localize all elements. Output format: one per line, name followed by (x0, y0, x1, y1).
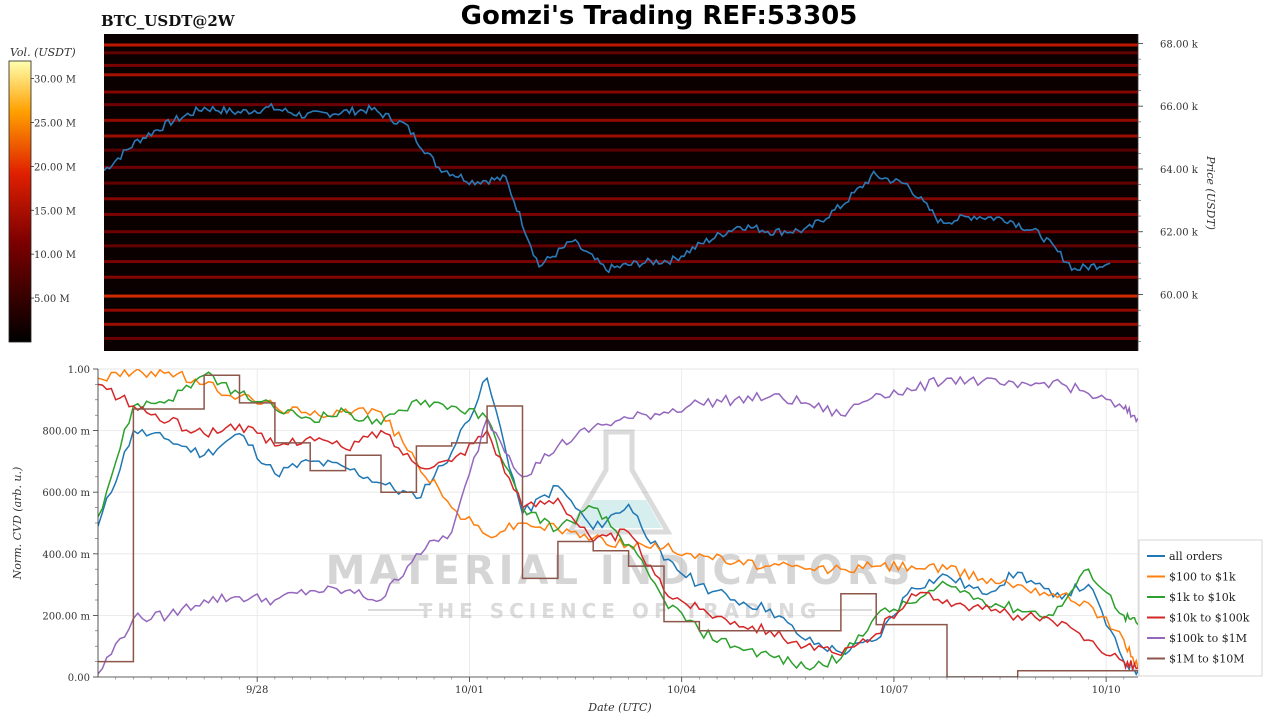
legend-entry-label: $1M to $10M (1169, 653, 1245, 666)
cvd-y-tick-label: 600.00 m (42, 488, 90, 499)
heatmap-band (104, 197, 1138, 201)
price-line (104, 102, 1111, 274)
heatmap-band (104, 73, 1138, 77)
cvd-y-tick-label: 1.00 (68, 365, 90, 376)
heatmap-band (104, 148, 1138, 152)
cvd-panel: MATERIAL INDICATORS THE SCIENCE OF TRADI… (11, 365, 1263, 714)
colorbar-tick-label: 5.00 M (34, 294, 70, 305)
heatmap-band (104, 165, 1138, 169)
price-tick-label: 64.00 k (1160, 165, 1199, 176)
price-tick-label: 60.00 k (1160, 291, 1199, 302)
heatmap-band (104, 260, 1138, 264)
watermark-tagline: THE SCIENCE OF TRADING (419, 599, 822, 623)
heatmap-band (104, 230, 1138, 234)
colorbar-tick-label: 15.00 M (34, 206, 76, 217)
legend: all orders $100 to $1k $1k to $10k $10k to … (1138, 539, 1263, 677)
cvd-series-line (98, 375, 1138, 675)
colorbar-gradient (8, 60, 32, 343)
cvd-y-tick-label: 800.00 m (42, 427, 90, 438)
cvd-y-tick-label: 400.00 m (42, 550, 90, 561)
legend-entry-label: $100 to $1k (1169, 571, 1236, 584)
legend-entry-label: all orders (1169, 550, 1223, 563)
x-axis-label: Date (UTC) (587, 701, 651, 714)
cvd-x-tick-label: 10/10 (1092, 685, 1121, 696)
heatmap-band (104, 103, 1138, 107)
heatmap-band (104, 322, 1138, 326)
price-axis-label: Price (USDT) (1204, 155, 1217, 230)
price-tick-label: 62.00 k (1160, 228, 1199, 239)
cvd-series-line (98, 383, 1138, 671)
cvd-x-tick-label: 10/07 (880, 685, 909, 696)
flask-icon (565, 429, 673, 535)
price-tick-label: 66.00 k (1160, 102, 1199, 113)
heatmap-band (104, 51, 1138, 55)
heatmap-background (104, 34, 1138, 351)
chart-title: Gomzi's Trading REF:53305 (461, 1, 858, 31)
colorbar-tick-label: 30.00 M (34, 75, 76, 86)
cvd-series-line (98, 374, 1138, 677)
colorbar: Vol. (USDT) 5.00 M 10.00 M 15.00 M 20.00 M 2… (8, 46, 76, 343)
legend-entry-label: $10k to $100k (1169, 612, 1250, 625)
pair-label: BTC_USDT@2W (101, 12, 236, 30)
heatmap-band (104, 212, 1138, 216)
heatmap-band (104, 336, 1138, 340)
heatmap-band (104, 275, 1138, 279)
legend-box (1138, 539, 1263, 677)
colorbar-tick-label: 10.00 M (34, 250, 76, 261)
cvd-x-tick-label: 10/04 (667, 685, 696, 696)
heatmap-band (104, 294, 1138, 298)
heatmap-panel: 60.00 k 62.00 k 64.00 k 66.00 k 68.00 k Pric… (104, 34, 1217, 351)
heatmap-band (104, 244, 1138, 248)
heatmap-band (104, 118, 1138, 122)
cvd-x-tick-label: 9/28 (246, 685, 268, 696)
colorbar-label: Vol. (USDT) (10, 46, 76, 59)
colorbar-tick-label: 25.00 M (34, 118, 76, 129)
cvd-y-tick-label: 200.00 m (42, 611, 90, 622)
cvd-axis-label: Norm. CVD (arb. u.) (11, 467, 24, 581)
heatmap-band (104, 308, 1138, 312)
heatmap-band (104, 43, 1138, 47)
heatmap-band (104, 90, 1138, 94)
price-tick-label: 68.00 k (1160, 39, 1199, 50)
legend-entry-label: $1k to $10k (1169, 591, 1236, 604)
cvd-series-line (98, 376, 1138, 677)
cvd-y-tick-label: 0.00 (68, 673, 90, 684)
legend-entry-label: $100k to $1M (1169, 632, 1247, 645)
heatmap-band (104, 63, 1138, 67)
heatmap-band (104, 181, 1138, 185)
cvd-x-tick-label: 10/01 (455, 685, 484, 696)
heatmap-band (104, 134, 1138, 138)
watermark-brand: MATERIAL INDICATORS (326, 548, 915, 594)
colorbar-tick-label: 20.00 M (34, 162, 76, 173)
